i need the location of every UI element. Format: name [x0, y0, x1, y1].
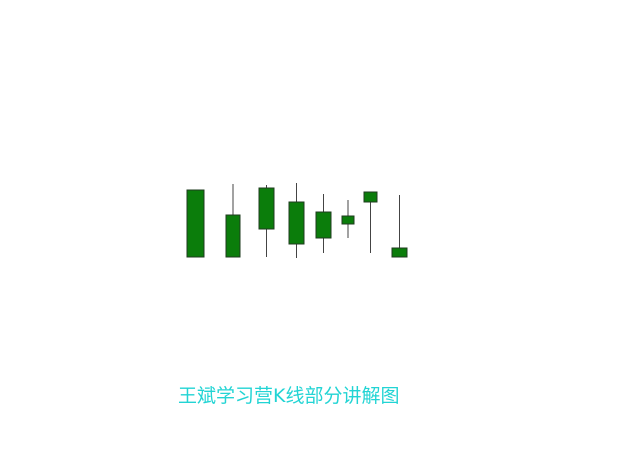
candle-body: [391, 247, 408, 258]
slide-caption: 王斌学习营K线部分讲解图: [178, 385, 400, 407]
candle-body: [186, 189, 205, 258]
candle-body: [363, 191, 378, 203]
candle-1: [186, 189, 205, 258]
candle-4: [288, 183, 305, 258]
candle-6: [341, 200, 355, 238]
candle-3: [258, 185, 275, 257]
candle-8: [391, 195, 408, 258]
candle-2: [225, 184, 241, 258]
candle-body: [341, 215, 355, 225]
candle-body: [258, 187, 275, 230]
candle-5: [315, 194, 332, 253]
candle-body: [225, 214, 241, 258]
candle-body: [315, 211, 332, 239]
candle-7: [363, 191, 378, 253]
candle-body: [288, 201, 305, 245]
